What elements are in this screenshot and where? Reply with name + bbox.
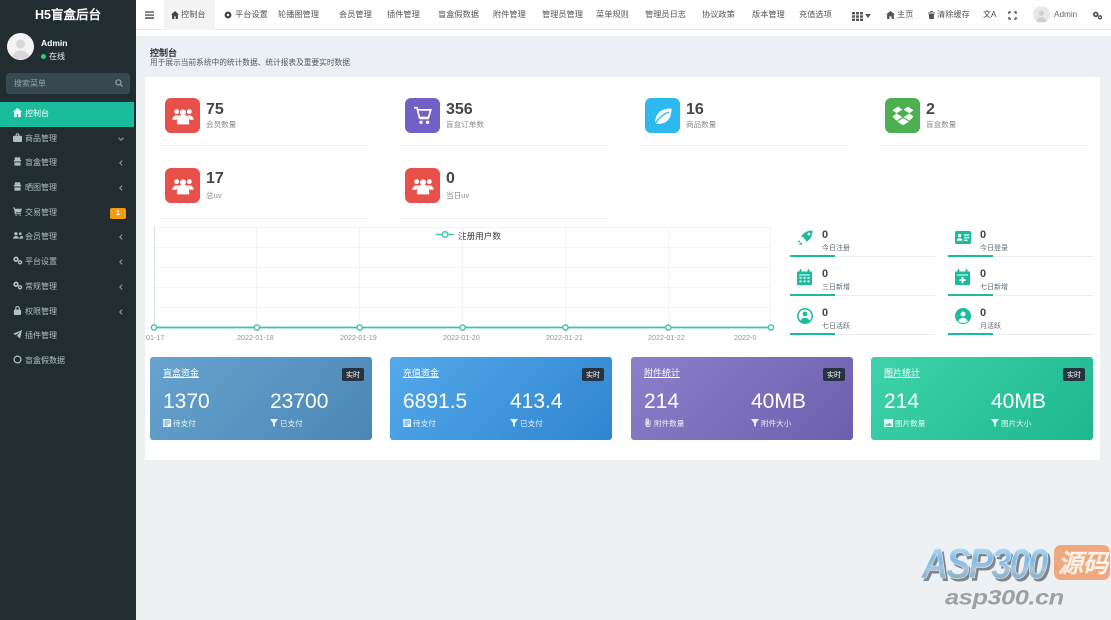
svg-text:asp300.cn: asp300.cn — [945, 586, 1064, 609]
svg-text:源码: 源码 — [1058, 550, 1110, 578]
svg-text:ASP300: ASP300 — [921, 541, 1049, 588]
svg-text:ASP300: ASP300 — [923, 543, 1051, 590]
